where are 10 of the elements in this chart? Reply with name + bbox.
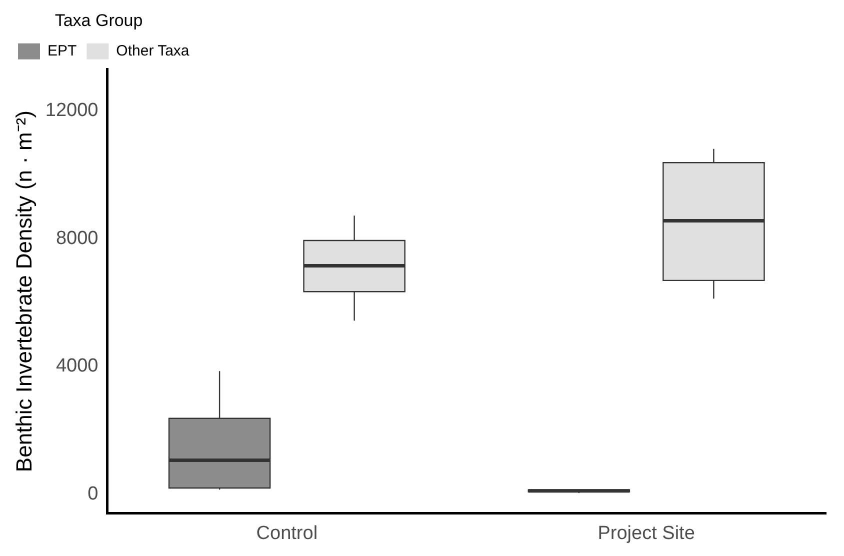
y-tick-label: 0 [88, 483, 98, 504]
legend-label: EPT [48, 42, 77, 60]
legend-label: Other Taxa [116, 42, 190, 60]
y-tick-label: 4000 [56, 356, 98, 377]
x-tick-label: Project Site [598, 522, 695, 544]
y-tick-label: 8000 [56, 228, 98, 249]
x-tick-label: Control [256, 522, 318, 544]
legend-title: Taxa Group [54, 11, 143, 30]
y-axis-title: Benthic Invertebrate Density (n · m⁻²) [11, 110, 36, 472]
y-tick-label: 12000 [45, 100, 98, 122]
